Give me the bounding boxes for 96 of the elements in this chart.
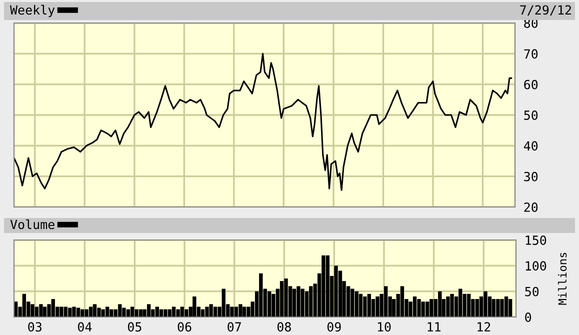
x-tick-label: 07 (228, 322, 241, 332)
x-tick-label: 03 (28, 322, 42, 332)
bar (172, 306, 176, 317)
bar (105, 306, 110, 317)
bar (259, 273, 263, 317)
bar (155, 306, 159, 317)
bar (354, 291, 358, 317)
bar (367, 294, 372, 317)
bar (358, 294, 363, 317)
y-tick-label: 50 (524, 110, 538, 120)
bar (430, 299, 434, 317)
x-tick-label: 06 (178, 322, 192, 332)
bar (84, 309, 88, 317)
bar (88, 306, 93, 317)
bar (412, 296, 417, 317)
bar (72, 306, 76, 317)
bar (64, 306, 68, 317)
y-tick-label: 60 (524, 80, 538, 90)
x-tick-label: 12 (478, 322, 490, 332)
bar (242, 306, 246, 317)
bar (176, 309, 180, 317)
bar (130, 306, 134, 317)
bar (300, 288, 304, 317)
legend-label: Weekly (10, 4, 55, 18)
x-tick-label: 04 (78, 322, 92, 332)
bar (222, 288, 226, 317)
bar (384, 286, 388, 317)
bar (234, 306, 238, 317)
bar (508, 299, 512, 317)
bar (504, 296, 508, 317)
bar (446, 296, 450, 317)
bar (400, 286, 404, 317)
y-tick-label: 150 (526, 236, 546, 245)
bar (101, 309, 105, 317)
bar (421, 302, 425, 317)
x-tick-label: 10 (378, 322, 391, 332)
bar (450, 294, 454, 317)
bar (34, 306, 39, 317)
bar (122, 308, 126, 317)
bar (500, 299, 504, 317)
bar (292, 288, 296, 317)
y-tick-label: 30 (524, 172, 538, 182)
x-tick-label: 09 (327, 322, 341, 332)
x-tick-label: 05 (128, 322, 142, 332)
bar (164, 309, 168, 317)
bar (284, 278, 288, 317)
y-tick-label: 70 (524, 49, 538, 59)
bar (192, 296, 196, 317)
bar (60, 306, 64, 317)
bar (326, 255, 330, 317)
y-tick-label: 100 (526, 261, 546, 271)
legend-label: Volume (10, 219, 54, 230)
bar (30, 304, 34, 317)
bar (280, 281, 284, 317)
bar (42, 306, 47, 317)
bar (268, 291, 272, 317)
bar (438, 291, 442, 317)
bar (492, 299, 496, 317)
line-series (14, 52, 512, 191)
bar (496, 299, 500, 317)
bar (180, 306, 184, 317)
bar (475, 299, 479, 317)
bar (458, 288, 462, 317)
bar (146, 304, 151, 317)
bar (230, 306, 234, 317)
bar (97, 308, 101, 317)
y-tick-label: 0 (525, 312, 532, 322)
bar (51, 299, 55, 317)
bar (238, 304, 242, 317)
y-tick-label: 40 (524, 141, 538, 151)
y-axis-title: Millions (558, 252, 567, 305)
bar (92, 304, 97, 317)
y-tick-label: 20 (524, 202, 538, 212)
bar (322, 255, 326, 317)
bar (205, 306, 209, 317)
bar (22, 294, 26, 317)
bar (363, 296, 367, 317)
x-tick-label: 11 (428, 322, 440, 332)
bar (296, 286, 300, 317)
x-tick-label: 08 (277, 322, 291, 332)
bar (118, 304, 122, 317)
bar (134, 309, 138, 317)
bar (334, 266, 338, 317)
bar (213, 306, 218, 317)
bar (466, 294, 471, 317)
bar (309, 286, 313, 317)
bar (376, 296, 380, 317)
bar (110, 309, 114, 317)
bar (350, 288, 354, 317)
bar (425, 302, 430, 317)
text: 7/29/12 (520, 5, 571, 16)
bar (39, 304, 43, 317)
bar (417, 299, 421, 317)
bar (209, 304, 213, 317)
y-tick-label: 50 (525, 286, 539, 296)
bar (484, 291, 488, 317)
